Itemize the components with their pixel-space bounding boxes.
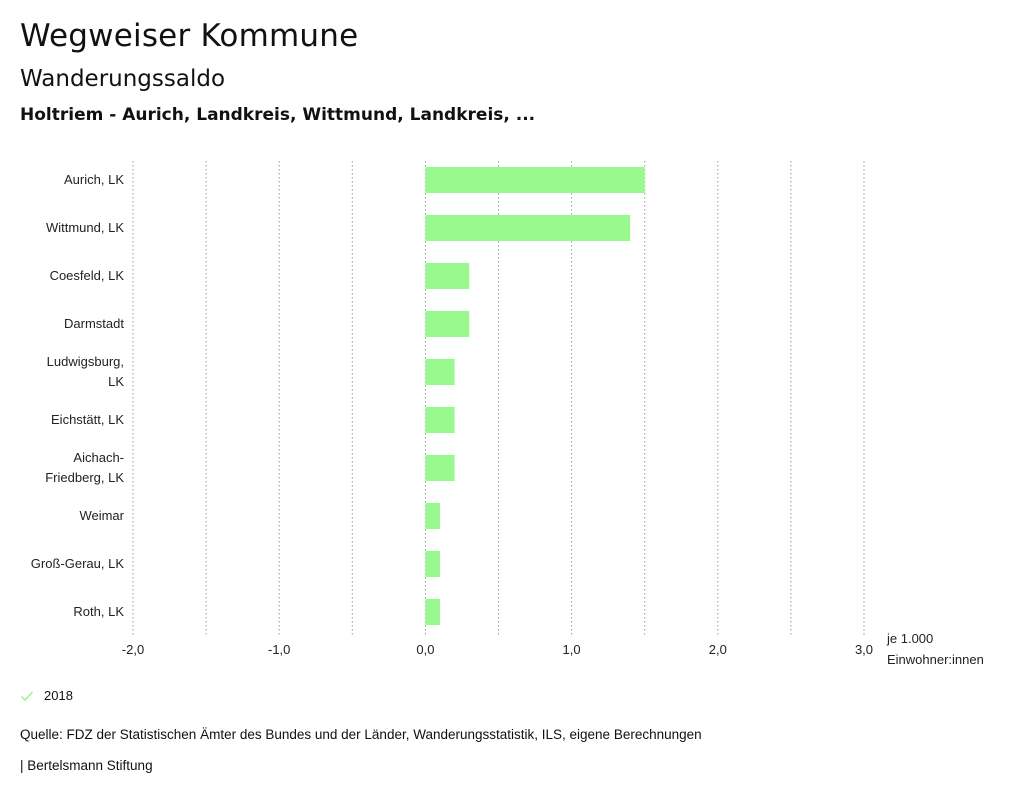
unit-label: Einwohner:innen <box>887 652 984 667</box>
legend-item-label[interactable]: 2018 <box>44 688 73 703</box>
category-label: Darmstadt <box>64 316 124 331</box>
category-label: Friedberg, LK <box>45 470 124 485</box>
category-label: Roth, LK <box>73 604 124 619</box>
credit-note: | Bertelsmann Stiftung <box>20 758 153 773</box>
category-label: Groß-Gerau, LK <box>31 556 125 571</box>
category-label: Weimar <box>79 508 124 523</box>
gridlines <box>132 161 865 635</box>
tick-label: -2,0 <box>122 642 144 657</box>
category-label: Coesfeld, LK <box>50 268 125 283</box>
category-label: Eichstätt, LK <box>51 412 124 427</box>
tick-label: 3,0 <box>855 642 873 657</box>
category-label: Aichach- <box>73 450 124 465</box>
category-labels: Aurich, LK Wittmund, LK Coesfeld, LK Darmst… <box>31 172 125 619</box>
x-axis-ticks: -2,0 -1,0 0,0 1,0 2,0 3,0 <box>122 642 873 657</box>
bar[interactable] <box>425 407 455 433</box>
legend: 2018 <box>20 688 73 703</box>
check-icon[interactable] <box>20 689 34 703</box>
unit-label: je 1.000 <box>886 631 933 646</box>
bar[interactable] <box>425 167 645 193</box>
bar[interactable] <box>425 455 455 481</box>
tick-label: -1,0 <box>268 642 290 657</box>
page-title: Wegweiser Kommune <box>20 18 359 54</box>
x-axis-unit: je 1.000 Einwohner:innen <box>886 631 984 667</box>
category-label: Ludwigsburg, <box>47 354 124 369</box>
bar[interactable] <box>425 215 631 241</box>
category-label: LK <box>108 374 124 389</box>
bars <box>425 167 645 625</box>
chart-subtitle: Wanderungssaldo <box>20 66 226 92</box>
category-label: Wittmund, LK <box>46 220 124 235</box>
bar[interactable] <box>425 311 470 337</box>
region-label: Holtriem - Aurich, Landkreis, Wittmund, … <box>20 105 536 125</box>
tick-label: 0,0 <box>416 642 434 657</box>
tick-label: 1,0 <box>563 642 581 657</box>
bar[interactable] <box>425 359 455 385</box>
bar[interactable] <box>425 503 441 529</box>
category-label: Aurich, LK <box>64 172 124 187</box>
tick-label: 2,0 <box>709 642 727 657</box>
bar-chart: Aurich, LK Wittmund, LK Coesfeld, LK Darmst… <box>31 161 984 667</box>
bar[interactable] <box>425 599 441 625</box>
source-note: Quelle: FDZ der Statistischen Ämter des … <box>20 727 702 742</box>
bar[interactable] <box>425 263 470 289</box>
bar[interactable] <box>425 551 441 577</box>
